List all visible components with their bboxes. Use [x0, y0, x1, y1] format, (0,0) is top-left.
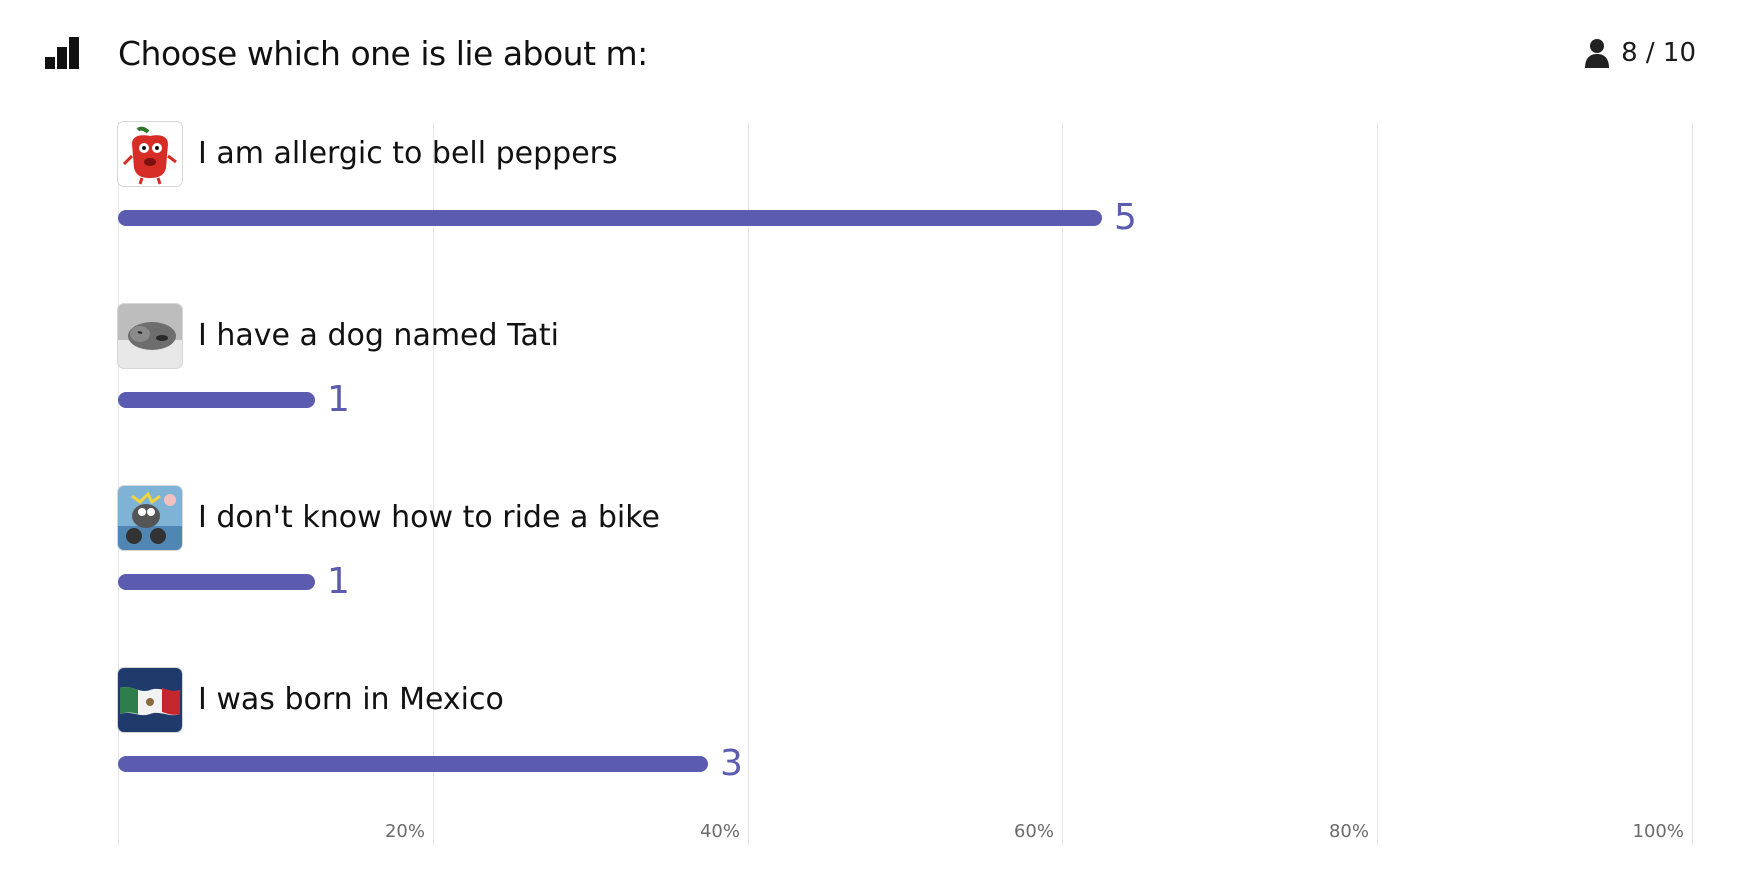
answer-label: I don't know how to ride a bike: [198, 500, 661, 535]
answer-bar: [118, 392, 315, 408]
respondent-count: 8 / 10: [1621, 38, 1696, 68]
answer-bar: [118, 210, 1102, 226]
respondent-counter: 8 / 10: [1585, 34, 1696, 72]
answer-label: I was born in Mexico: [198, 682, 504, 717]
x-tick-label: 40%: [699, 821, 740, 842]
x-tick-label: 20%: [384, 821, 425, 842]
answer-bar: [118, 574, 315, 590]
gridline: [1377, 122, 1378, 846]
answer-count: 5: [1114, 197, 1137, 238]
answer-count: 3: [720, 743, 743, 784]
bike-cartoon-image: [118, 486, 182, 550]
pepper-monster-image: [118, 122, 182, 186]
gridline: [748, 122, 749, 846]
answer-bar: [118, 756, 708, 772]
answer-label: I am allergic to bell peppers: [198, 136, 618, 171]
results-chart: I am allergic to bell peppers 5 I have a…: [118, 122, 1710, 846]
gridline: [118, 122, 119, 846]
bar-chart-logo-icon: [45, 37, 79, 69]
x-tick-label: 80%: [1328, 821, 1369, 842]
gridline: [1062, 122, 1063, 846]
answer-row: I am allergic to bell peppers 5: [118, 122, 1710, 242]
x-tick-label: 60%: [1013, 821, 1054, 842]
person-icon: [1585, 39, 1610, 68]
mexico-flag-image: [118, 668, 182, 732]
gridline: [433, 122, 434, 846]
answer-row: I don't know how to ride a bike 1: [118, 486, 1710, 606]
answer-count: 1: [327, 379, 350, 420]
answer-row: I was born in Mexico 3: [118, 668, 1710, 788]
answer-count: 1: [327, 561, 350, 602]
answer-label: I have a dog named Tati: [198, 318, 559, 353]
question-title: Choose which one is lie about m:: [118, 34, 648, 73]
x-tick-label: 100%: [1632, 821, 1684, 842]
gridline: [1692, 122, 1693, 846]
dog-image: [118, 304, 182, 368]
answer-row: I have a dog named Tati 1: [118, 304, 1710, 424]
